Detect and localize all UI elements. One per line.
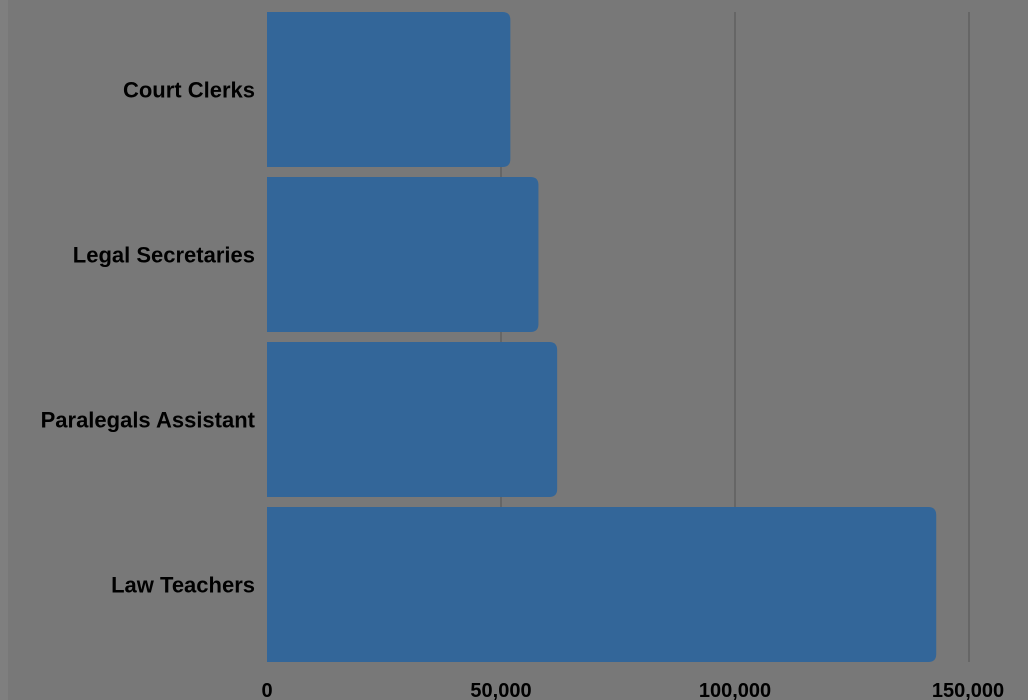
x-tick-label: 50,000 [470,680,531,700]
category-label: Legal Secretaries [73,243,255,268]
bar-law-teachers [267,507,937,662]
category-label: Court Clerks [123,78,255,103]
category-label: Paralegals Assistant [41,408,256,433]
x-tick-labels: 0 50,000 100,000 150,000 [261,680,1004,700]
bars [267,12,937,662]
bar-paralegals-assistant [267,342,558,497]
category-label: Law Teachers [111,573,255,598]
x-tick-label: 150,000 [932,680,1004,700]
x-tick-label: 0 [261,680,272,700]
x-tick-label: 100,000 [699,680,771,700]
bar-legal-secretaries [267,177,539,332]
bar-court-clerks [267,12,511,167]
category-labels: Court Clerks Legal Secretaries Paralegals … [41,78,256,598]
